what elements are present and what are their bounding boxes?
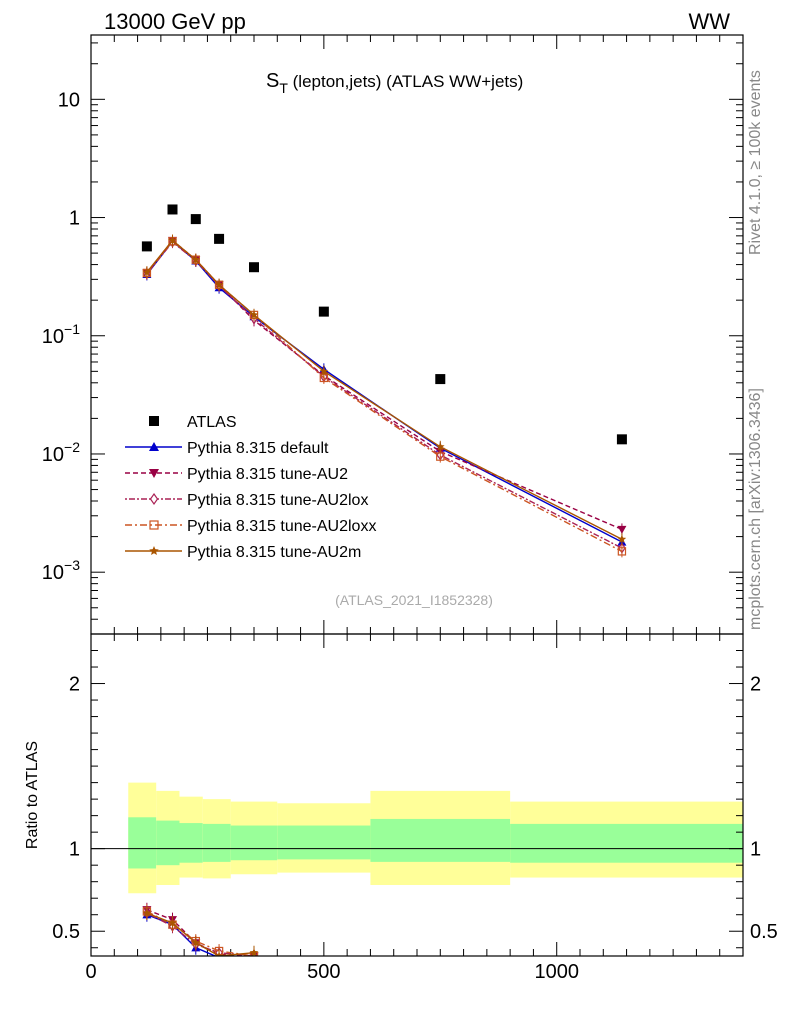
ratio-y-tick-label-right: 1 bbox=[750, 839, 761, 861]
main-y-tick-label: 10−1 bbox=[42, 321, 80, 348]
legend-label: Pythia 8.315 tune-AU2m bbox=[187, 544, 361, 561]
ratio-y-tick-label-right: 2 bbox=[750, 674, 761, 696]
ratio-series-point bbox=[168, 918, 177, 927]
atlas-data-point bbox=[616, 434, 627, 445]
atlas-data-point bbox=[141, 241, 152, 252]
series-point bbox=[142, 267, 152, 276]
legend-label: Pythia 8.315 tune-AU2loxx bbox=[187, 518, 376, 535]
legend-marker bbox=[149, 492, 159, 506]
plot-title: ST (lepton,jets) (ATLAS WW+jets) bbox=[266, 70, 523, 96]
mcplots-label: mcplots.cern.ch [arXiv:1306.3436] bbox=[747, 388, 764, 630]
inner-band-bin bbox=[230, 825, 278, 861]
inner-band-bin bbox=[510, 823, 743, 863]
inner-band-bin bbox=[179, 823, 203, 863]
series-point bbox=[249, 310, 259, 319]
plot-title-rest: (lepton,jets) (ATLAS WW+jets) bbox=[288, 72, 523, 91]
atlas-data-point bbox=[249, 262, 259, 273]
x-tick-label: 1000 bbox=[534, 961, 579, 983]
legend-marker bbox=[149, 520, 159, 530]
rivet-version-label: Rivet 4.1.0, ≥ 100k events bbox=[747, 70, 764, 255]
ratio-series-point bbox=[142, 908, 152, 917]
inner-band-bin bbox=[128, 817, 157, 869]
legend-marker bbox=[149, 469, 159, 478]
ratio-y-tick-label-left: 1 bbox=[69, 839, 80, 861]
atlas-data-point bbox=[435, 374, 446, 385]
ratio-y-axis-label: Ratio to ATLAS bbox=[24, 741, 41, 849]
uncertainty-bands bbox=[91, 782, 743, 894]
atlas-data-point bbox=[190, 214, 201, 225]
inner-band-bin bbox=[370, 818, 511, 862]
series-point bbox=[436, 452, 445, 461]
inner-band-bin bbox=[202, 823, 231, 862]
ratio-series-point bbox=[249, 948, 259, 956]
ratio-series-point bbox=[214, 951, 224, 956]
ratio-y-tick-label-left: 0.5 bbox=[52, 921, 80, 943]
ratio-y-tick-label-right: 0.5 bbox=[750, 921, 778, 943]
inner-band-bin bbox=[277, 825, 371, 860]
legend-label: Pythia 8.315 tune-AU2lox bbox=[187, 492, 368, 509]
legend-marker-atlas bbox=[149, 416, 159, 426]
ratio-plot-frame bbox=[90, 633, 744, 957]
ratio-plot-area: 0.5 0.5 1 1 2 2 0 500 1000 bbox=[52, 634, 778, 983]
legend-marker bbox=[149, 442, 159, 451]
legend-label: Pythia 8.315 default bbox=[187, 440, 329, 457]
x-tick-label: 500 bbox=[307, 961, 340, 983]
main-y-tick-label: 10−2 bbox=[42, 439, 80, 466]
atlas-data-point bbox=[214, 233, 225, 244]
process-label: WW bbox=[688, 9, 730, 34]
series-point bbox=[617, 525, 627, 534]
analysis-watermark: (ATLAS_2021_I1852328) bbox=[335, 592, 493, 608]
main-y-tick-label: 10−3 bbox=[42, 557, 80, 584]
main-y-tick-label: 1 bbox=[69, 208, 80, 230]
plot-title-main: S bbox=[266, 70, 279, 92]
series-point bbox=[436, 442, 445, 451]
ratio-series-point bbox=[191, 938, 201, 947]
main-plot-area: 10 1 10−1 10−2 10−3 bbox=[42, 35, 744, 635]
legend-marker bbox=[149, 546, 159, 556]
series-point bbox=[168, 235, 177, 245]
plot-title-sub: T bbox=[279, 80, 288, 96]
atlas-data-point bbox=[318, 306, 329, 317]
ratio-series-group bbox=[142, 902, 259, 956]
energy-label: 13000 GeV pp bbox=[104, 9, 246, 34]
series-point bbox=[617, 547, 627, 556]
inner-band-bin bbox=[156, 820, 180, 866]
ratio-y-tick-label-left: 2 bbox=[69, 674, 80, 696]
series-line bbox=[146, 239, 623, 540]
legend-label: Pythia 8.315 tune-AU2 bbox=[187, 466, 348, 483]
series-point bbox=[214, 280, 224, 289]
series-point bbox=[617, 534, 627, 543]
series-point bbox=[191, 255, 201, 264]
legend-label-atlas: ATLAS bbox=[187, 414, 237, 431]
x-tick-label: 0 bbox=[85, 961, 96, 983]
legend: ATLAS Pythia 8.315 default Pythia 8.315 tu… bbox=[125, 414, 376, 561]
main-y-tick-label: 10 bbox=[58, 89, 80, 111]
series-point bbox=[319, 366, 329, 375]
atlas-data-point bbox=[167, 204, 178, 215]
ratio-series-line bbox=[146, 912, 255, 956]
